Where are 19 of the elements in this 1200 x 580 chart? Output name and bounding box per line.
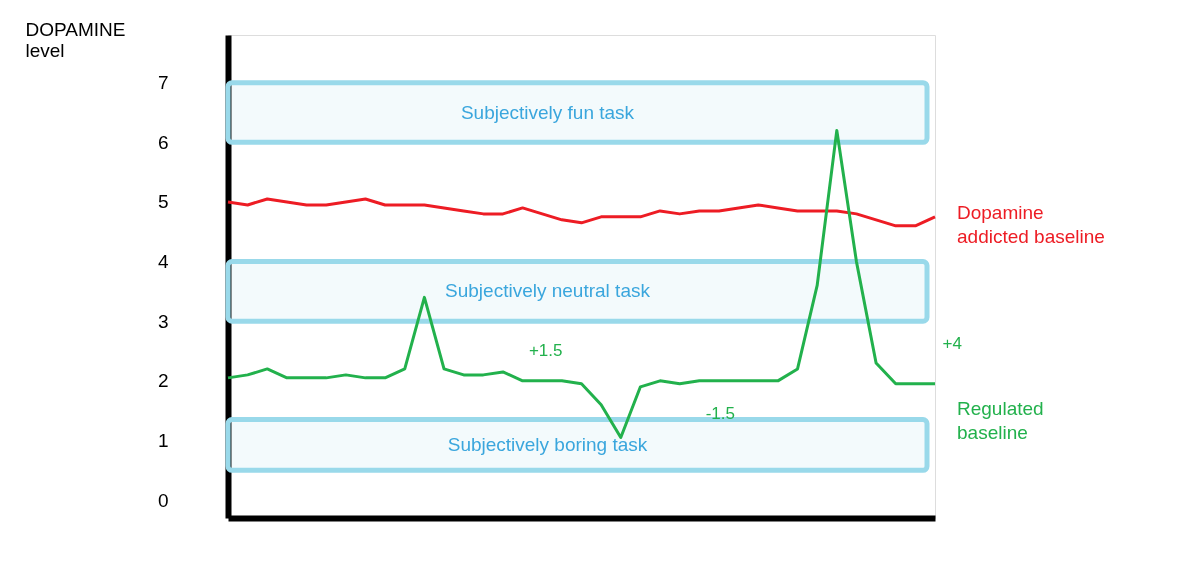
series-label: Regulated baseline (957, 397, 1044, 443)
band-label: Subjectively boring task (447, 433, 648, 455)
y-tick-label: 2 (157, 370, 169, 392)
y-tick-label: 0 (157, 489, 169, 511)
line-series (226, 197, 937, 228)
line-series (226, 128, 937, 439)
y-tick-label: 7 (157, 72, 169, 94)
y-tick-label: 3 (157, 310, 169, 332)
y-tick-label: 4 (157, 251, 169, 273)
annotation: -1.5 (705, 404, 735, 424)
y-tick-label: 1 (157, 429, 169, 451)
text: +4 (942, 334, 962, 354)
annotation: +1.5 (528, 341, 563, 361)
band-label: Subjectively fun task (460, 101, 635, 123)
y-tick-label: 6 (157, 131, 169, 153)
series-label: Dopamine addicted baseline (957, 201, 1105, 247)
y-tick-label: 5 (157, 191, 169, 213)
band-label: Subjectively neutral task (445, 280, 651, 302)
y-axis-title: DOPAMINE level (25, 18, 126, 61)
